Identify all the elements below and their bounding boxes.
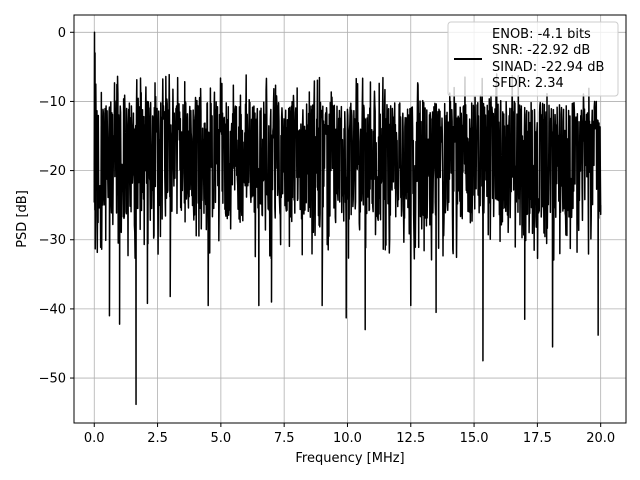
y-tick-label: −10 [39, 95, 66, 110]
legend-entry-enob: ENOB: -4.1 bits [492, 27, 591, 42]
y-tick-label: −30 [39, 233, 66, 248]
x-axis-ticks: 0.0 2.5 5.0 7.5 10.0 12.5 15.0 17.5 20.0 [84, 423, 615, 446]
x-axis-label: Frequency [MHz] [295, 451, 404, 466]
x-tick-label: 7.5 [274, 431, 295, 446]
x-tick-label: 15.0 [460, 431, 489, 446]
y-axis-ticks: 0 −10 −20 −30 −40 −50 [39, 26, 74, 387]
x-tick-label: 2.5 [147, 431, 168, 446]
x-tick-label: 17.5 [523, 431, 552, 446]
y-tick-label: −50 [39, 372, 66, 387]
y-tick-label: −40 [39, 302, 66, 317]
legend: ENOB: -4.1 bits SNR: -22.92 dB SINAD: -2… [447, 21, 619, 97]
legend-entry-snr: SNR: -22.92 dB [492, 43, 590, 58]
psd-series-line [93, 31, 602, 406]
legend-entry-sfdr: SFDR: 2.34 [492, 76, 564, 91]
axes-frame [73, 14, 627, 424]
x-tick-label: 5.0 [211, 431, 232, 446]
legend-box [447, 21, 619, 97]
legend-entry-sinad: SINAD: -22.94 dB [492, 60, 604, 75]
x-tick-label: 0.0 [84, 431, 105, 446]
y-axis-label: PSD [dB] [15, 190, 30, 248]
plot-area [93, 31, 602, 406]
x-tick-label: 20.0 [586, 431, 615, 446]
y-tick-label: 0 [58, 26, 66, 41]
x-tick-label: 12.5 [396, 431, 425, 446]
y-tick-label: −20 [39, 164, 66, 179]
x-tick-label: 10.0 [333, 431, 362, 446]
series-layer [93, 31, 602, 406]
